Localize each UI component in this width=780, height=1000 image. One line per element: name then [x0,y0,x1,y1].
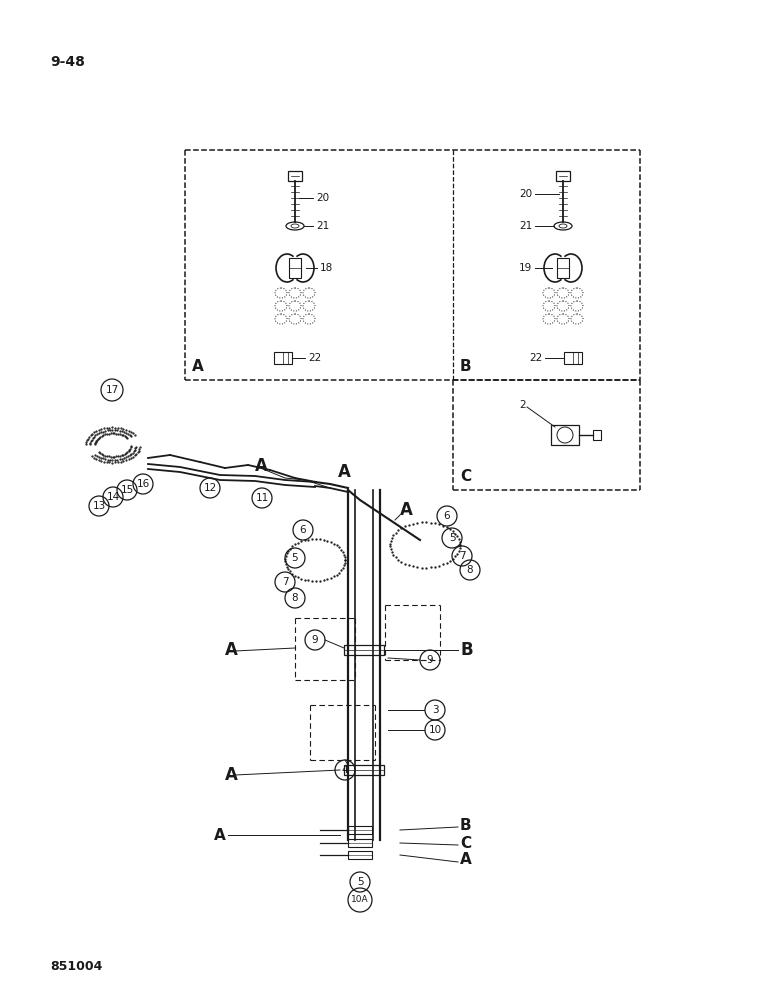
Ellipse shape [303,288,315,298]
Text: 7: 7 [282,577,289,587]
Ellipse shape [303,301,315,311]
Text: 6: 6 [444,511,450,521]
Text: 5: 5 [292,553,298,563]
Ellipse shape [557,314,569,324]
Text: 13: 13 [92,501,105,511]
FancyBboxPatch shape [288,171,302,181]
Ellipse shape [543,314,555,324]
Text: B: B [460,818,472,832]
Text: 9: 9 [312,635,318,645]
Text: 19: 19 [519,263,532,273]
FancyBboxPatch shape [274,352,292,364]
Text: 17: 17 [105,385,119,395]
Text: 21: 21 [316,221,329,231]
FancyBboxPatch shape [348,851,372,859]
FancyBboxPatch shape [556,171,570,181]
Text: 12: 12 [204,483,217,493]
Text: B: B [460,641,473,659]
Text: 20: 20 [316,193,329,203]
Ellipse shape [557,301,569,311]
Ellipse shape [557,288,569,298]
Ellipse shape [559,224,567,228]
Text: 14: 14 [106,492,119,502]
Text: 8: 8 [466,565,473,575]
FancyBboxPatch shape [551,425,579,445]
Text: 22: 22 [308,353,321,363]
Text: 20: 20 [519,189,532,199]
Ellipse shape [571,301,583,311]
Text: A: A [460,852,472,867]
Ellipse shape [275,301,287,311]
Text: C: C [460,836,471,850]
Text: A: A [225,641,238,659]
Ellipse shape [554,222,572,230]
Bar [344,765,384,775]
Text: A: A [400,501,413,519]
Text: 851004: 851004 [50,960,102,973]
Ellipse shape [571,288,583,298]
Text: A: A [225,766,238,784]
Ellipse shape [289,314,301,324]
Text: B: B [460,359,472,374]
Text: 18: 18 [320,263,333,273]
Text: 9: 9 [427,655,434,665]
Bar [557,258,569,278]
Text: 16: 16 [136,479,150,489]
Ellipse shape [289,288,301,298]
FancyBboxPatch shape [564,352,582,364]
Text: C: C [460,469,471,484]
Text: 10A: 10A [351,896,369,904]
Ellipse shape [275,314,287,324]
Text: 5: 5 [448,533,456,543]
Text: A: A [338,463,351,481]
Text: 4: 4 [342,765,349,775]
FancyBboxPatch shape [348,826,372,834]
Ellipse shape [303,314,315,324]
Text: 9-48: 9-48 [50,55,85,69]
Text: 11: 11 [255,493,268,503]
Text: 21: 21 [519,221,532,231]
FancyBboxPatch shape [593,430,601,440]
Text: A: A [192,359,204,374]
Ellipse shape [289,301,301,311]
Text: A: A [255,457,268,475]
Ellipse shape [571,314,583,324]
Ellipse shape [291,224,299,228]
Text: 10: 10 [428,725,441,735]
FancyBboxPatch shape [348,839,372,847]
Text: 3: 3 [431,705,438,715]
Text: 2: 2 [519,400,526,410]
Ellipse shape [275,288,287,298]
Ellipse shape [543,288,555,298]
Text: 8: 8 [292,593,298,603]
Text: A: A [215,828,226,842]
Text: 7: 7 [459,551,466,561]
Ellipse shape [543,301,555,311]
Text: 22: 22 [529,353,542,363]
Circle shape [557,427,573,443]
Bar [344,645,384,655]
Ellipse shape [286,222,304,230]
Text: 5: 5 [356,877,363,887]
Text: 6: 6 [300,525,307,535]
Text: 15: 15 [120,485,133,495]
Bar [289,258,301,278]
